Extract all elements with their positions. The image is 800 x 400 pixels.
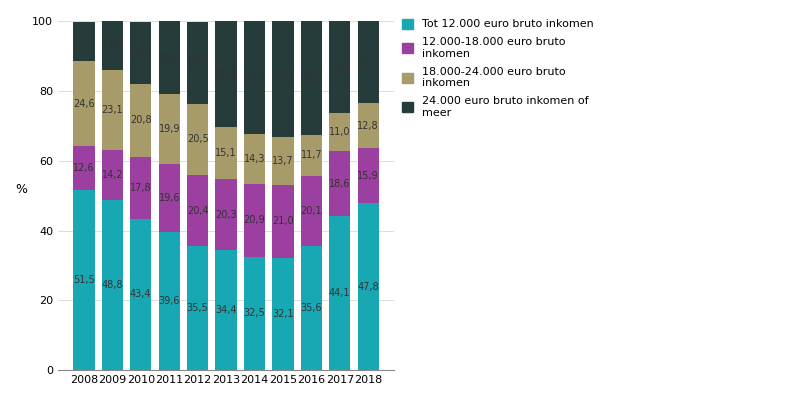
Text: 11,7: 11,7 [301, 150, 322, 160]
Bar [130, 219, 151, 370]
Text: 13,7: 13,7 [272, 156, 294, 166]
Text: 20,5: 20,5 [186, 134, 209, 144]
Bar [358, 21, 379, 103]
Text: 39,6: 39,6 [158, 296, 180, 306]
Legend: Tot 12.000 euro bruto inkomen, 12.000-18.000 euro bruto
inkomen, 18.000-24.000 e: Tot 12.000 euro bruto inkomen, 12.000-18… [398, 14, 598, 122]
Bar [272, 185, 294, 258]
Bar [187, 104, 208, 175]
Text: 20,4: 20,4 [187, 206, 209, 216]
Bar [329, 21, 350, 113]
Bar [272, 137, 294, 185]
Text: 12,8: 12,8 [358, 120, 379, 130]
Bar [102, 21, 123, 70]
Bar [215, 126, 237, 179]
Bar [158, 164, 180, 232]
Bar [329, 113, 350, 151]
Bar [215, 250, 237, 370]
Text: 21,0: 21,0 [272, 216, 294, 226]
Text: 20,9: 20,9 [244, 215, 266, 225]
Text: 43,4: 43,4 [130, 290, 151, 300]
Text: 15,1: 15,1 [215, 148, 237, 158]
Text: 23,1: 23,1 [102, 105, 123, 115]
Text: 32,6: 32,6 [301, 73, 322, 83]
Text: 19,6: 19,6 [158, 193, 180, 203]
Y-axis label: %: % [15, 183, 27, 196]
Text: 23,5: 23,5 [186, 58, 209, 68]
Text: 12,6: 12,6 [73, 164, 94, 174]
Bar [74, 60, 94, 146]
Bar [102, 150, 123, 200]
Bar [215, 179, 237, 250]
Bar [244, 134, 265, 184]
Bar [244, 21, 265, 134]
Text: 11,0: 11,0 [329, 127, 350, 137]
Bar [130, 156, 151, 219]
Text: 35,5: 35,5 [186, 303, 209, 313]
Bar [74, 190, 94, 370]
Bar [187, 246, 208, 370]
Text: 26,3: 26,3 [329, 62, 350, 72]
Text: 20,3: 20,3 [215, 210, 237, 220]
Bar [187, 175, 208, 246]
Text: 13,9: 13,9 [102, 40, 123, 50]
Text: 15,9: 15,9 [358, 170, 379, 180]
Bar [130, 22, 151, 84]
Text: 32,5: 32,5 [244, 308, 266, 318]
Bar [358, 148, 379, 203]
Bar [301, 246, 322, 370]
Bar [358, 203, 379, 370]
Text: 30,2: 30,2 [215, 69, 237, 79]
Bar [102, 70, 123, 150]
Text: 24,6: 24,6 [73, 98, 94, 108]
Text: 51,5: 51,5 [73, 275, 94, 285]
Bar [329, 216, 350, 370]
Bar [301, 176, 322, 246]
Text: 48,8: 48,8 [102, 280, 123, 290]
Bar [158, 21, 180, 94]
Text: 19,9: 19,9 [158, 124, 180, 134]
Text: 18,6: 18,6 [329, 179, 350, 189]
Text: 20,9: 20,9 [158, 53, 180, 63]
Text: 23,5: 23,5 [358, 57, 379, 67]
Text: 35,6: 35,6 [301, 303, 322, 313]
Text: 14,3: 14,3 [244, 154, 266, 164]
Text: 33,3: 33,3 [272, 74, 294, 84]
Bar [329, 151, 350, 216]
Bar [74, 22, 94, 60]
Bar [215, 21, 237, 126]
Text: 44,1: 44,1 [329, 288, 350, 298]
Text: 20,1: 20,1 [301, 206, 322, 216]
Text: 17,8: 17,8 [130, 183, 151, 193]
Bar [74, 146, 94, 190]
Bar [102, 200, 123, 370]
Text: 32,3: 32,3 [244, 72, 266, 82]
Bar [187, 22, 208, 104]
Bar [130, 84, 151, 156]
Bar [244, 184, 265, 257]
Bar [158, 94, 180, 164]
Bar [301, 135, 322, 176]
Text: 32,1: 32,1 [272, 309, 294, 319]
Bar [272, 21, 294, 137]
Text: 47,8: 47,8 [358, 282, 379, 292]
Text: 14,2: 14,2 [102, 170, 123, 180]
Text: 11,2: 11,2 [73, 36, 94, 46]
Bar [358, 103, 379, 148]
Text: 34,4: 34,4 [215, 305, 237, 315]
Bar [244, 257, 265, 370]
Text: 20,8: 20,8 [130, 115, 151, 125]
Bar [272, 258, 294, 370]
Bar [158, 232, 180, 370]
Text: 17,9: 17,9 [130, 48, 151, 58]
Bar [301, 21, 322, 135]
